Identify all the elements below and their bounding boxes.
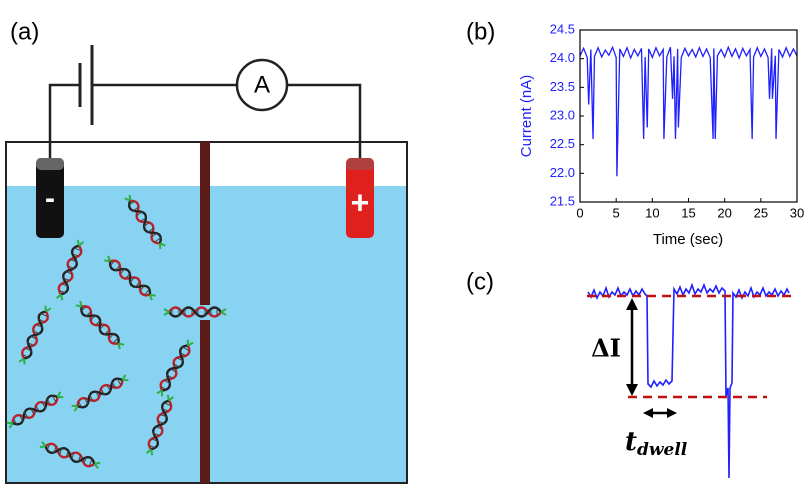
ammeter [235,58,289,112]
arrowheads [643,408,677,418]
dwell-main: t [625,427,637,457]
panel-label: (b) [466,18,495,45]
anode [346,158,374,238]
wire [48,83,362,160]
x-axis-label: Time (sec) [653,231,723,248]
x-tick-label: 5 [613,205,620,220]
x-tick-label: 15 [681,205,695,220]
y-tick-label: 23.5 [550,79,575,94]
anode-cap [346,158,374,170]
panel-label: (c) [466,268,494,295]
y-axis-label: Current (nA) [518,75,535,158]
x-tick-label: 25 [754,205,768,220]
ammeter-label: A [254,71,270,98]
dwell-subscript: dwell [637,440,688,460]
y-tick-label: 22.5 [550,136,575,151]
dwell-label: tdwell [625,427,688,460]
y-tick-label: 23.0 [550,107,575,122]
cathode-cap [36,158,64,170]
y-tick-label: 24.0 [550,50,575,65]
x-tick-label: 30 [790,205,804,220]
x-tick-label: 20 [717,205,731,220]
electrode-sign: + [351,184,370,220]
delta-i-label: ΔI [591,334,621,363]
electrode-sign: - [45,182,55,215]
membrane [200,320,210,483]
cathode [36,158,64,238]
y-tick-label: 22.0 [550,165,575,180]
x-tick-label: 0 [576,205,583,220]
current-trace [579,45,798,177]
arrowheads [626,298,638,396]
membrane [200,142,210,305]
y-tick-label: 21.5 [550,193,575,208]
y-tick-label: 24.5 [550,21,575,36]
panel-label: (a) [10,18,39,45]
event-trace [587,282,790,479]
x-tick-label: 10 [645,205,659,220]
